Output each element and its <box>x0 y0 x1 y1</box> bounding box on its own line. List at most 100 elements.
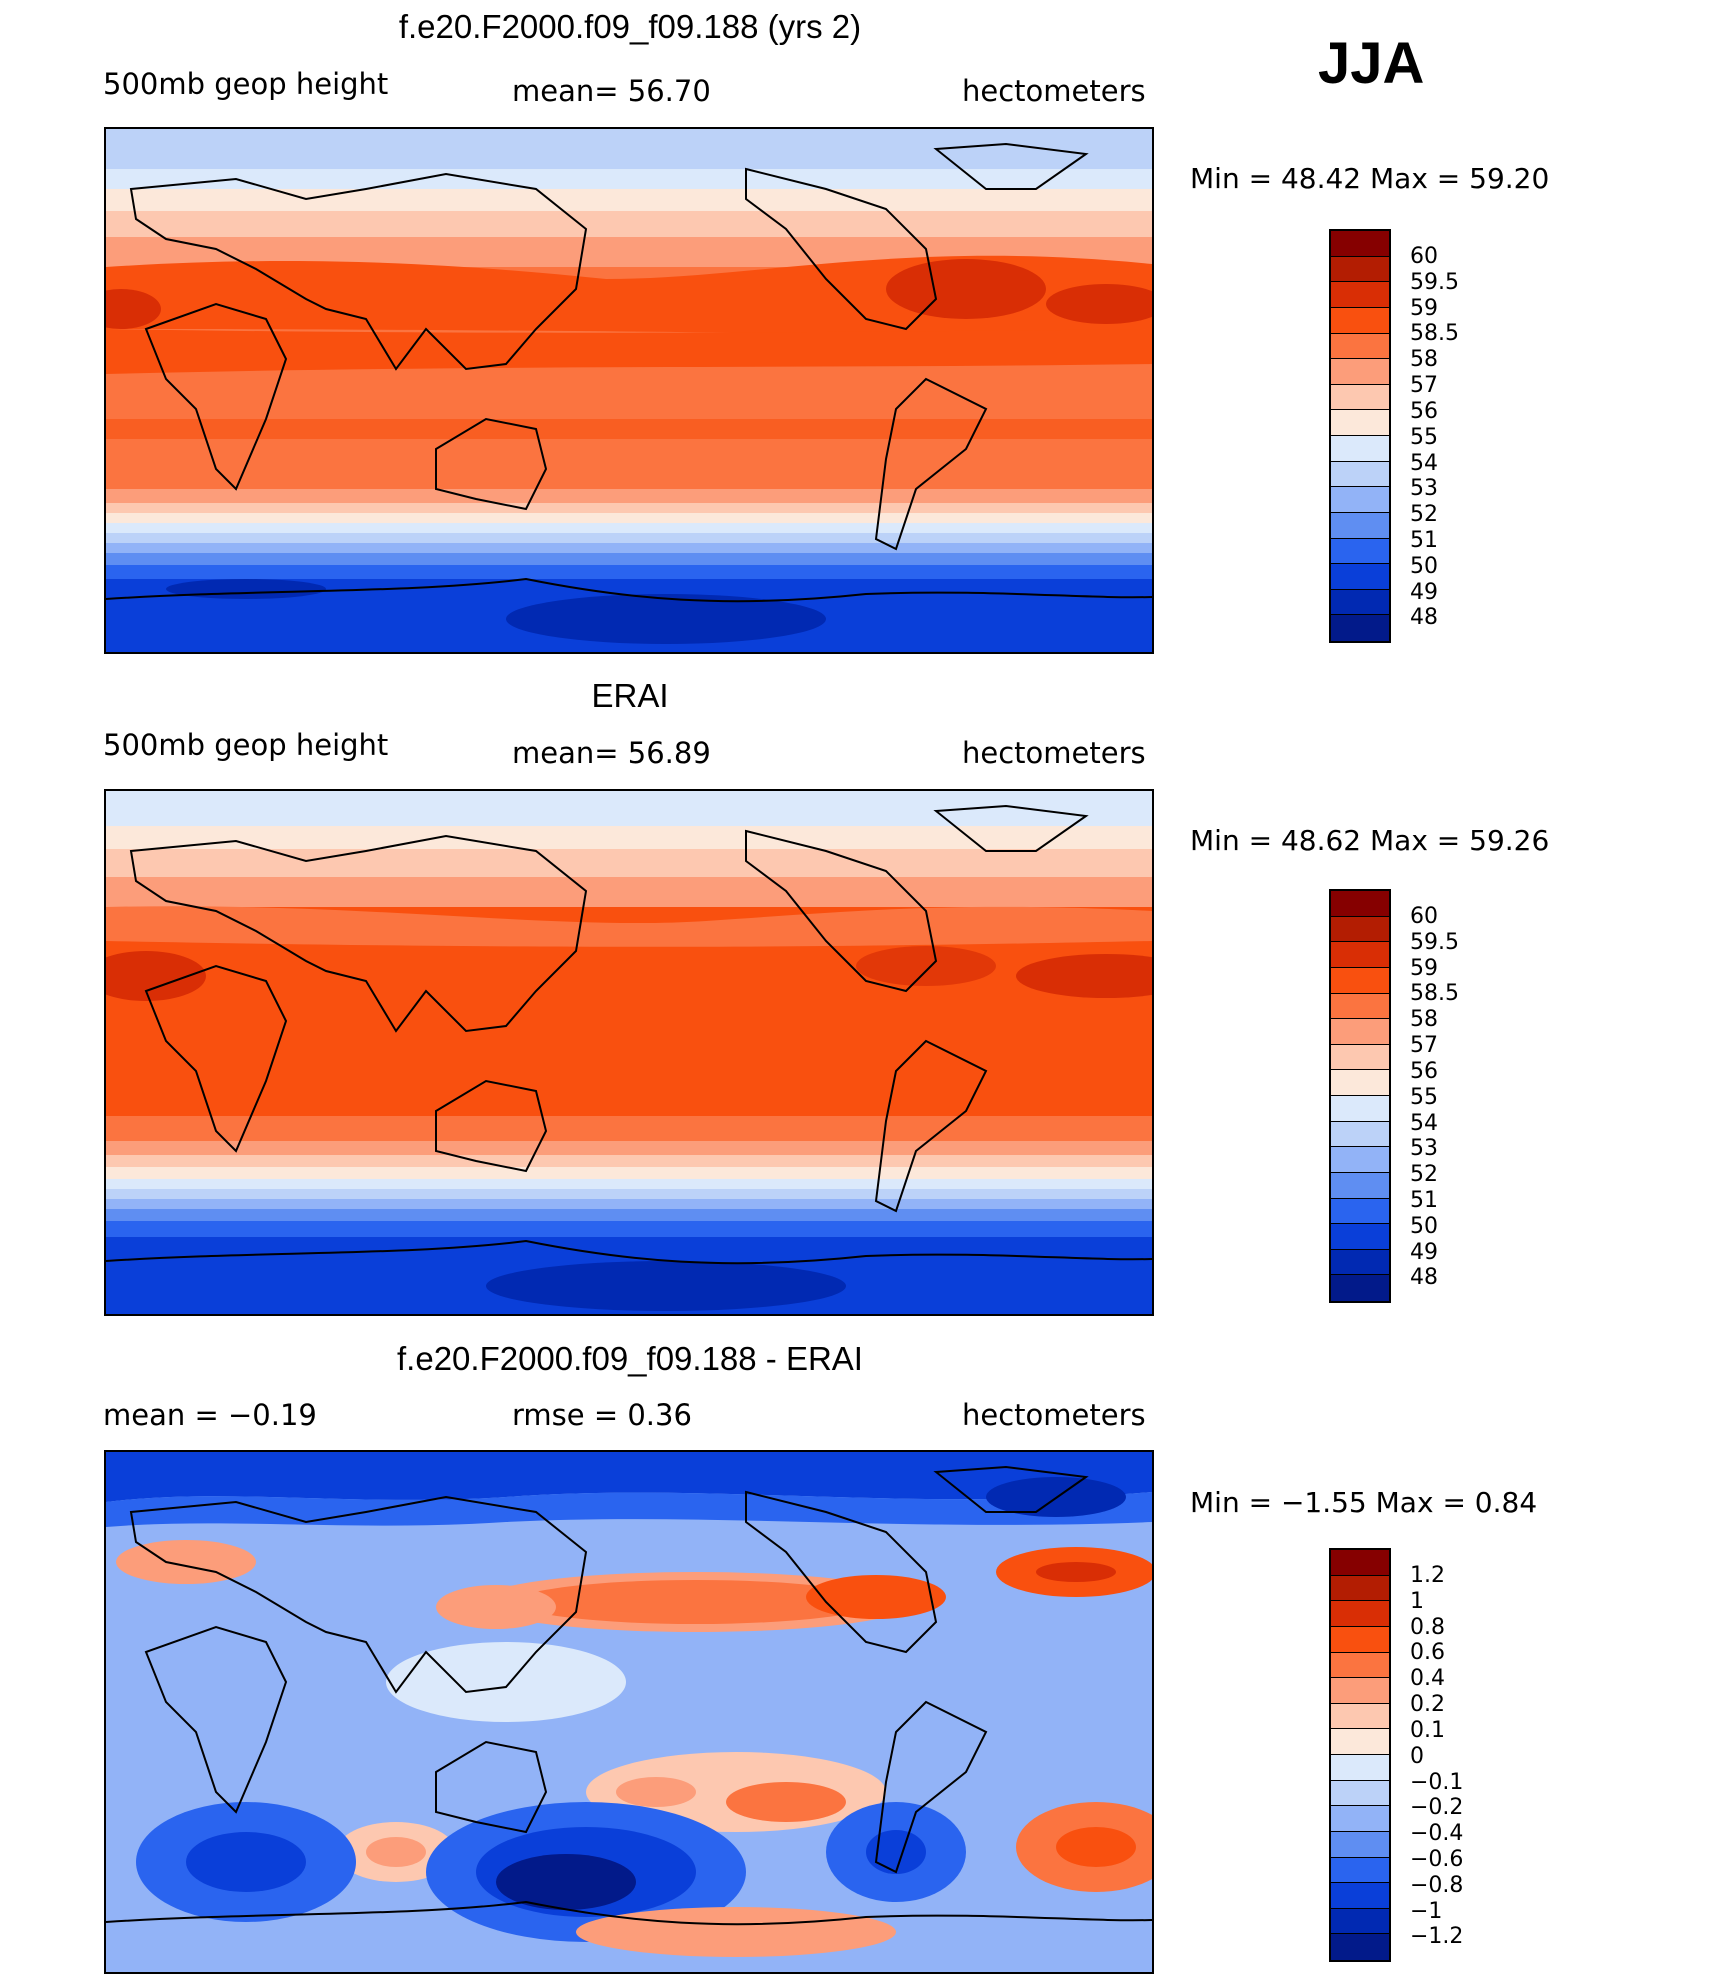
colorbar-swatch <box>1331 1780 1389 1807</box>
colorbar-swatch <box>1331 1934 1389 1960</box>
panel3-tick-14: −1.2 <box>1410 1924 1464 1949</box>
panel2-tick-13: 49 <box>1410 1240 1438 1265</box>
panel2-tick-8: 54 <box>1410 1111 1438 1136</box>
panel2-tick-7: 55 <box>1410 1085 1438 1110</box>
panel3-contour-field <box>106 1452 1152 1972</box>
panel2-mean-label: mean= 56.89 <box>512 736 711 770</box>
panel3-tick-12: −0.8 <box>1410 1873 1464 1898</box>
panel1-tick-11: 51 <box>1410 528 1438 553</box>
panel3-tick-8: −0.1 <box>1410 1770 1464 1795</box>
panel3-tick-7: 0 <box>1410 1744 1424 1769</box>
colorbar-swatch <box>1331 410 1389 436</box>
colorbar-swatch <box>1331 1857 1389 1884</box>
colorbar-swatch <box>1331 1908 1389 1935</box>
panel1-tick-0: 60 <box>1410 244 1438 269</box>
colorbar-swatch <box>1331 461 1389 488</box>
panel2-tick-6: 56 <box>1410 1059 1438 1084</box>
colorbar-swatch <box>1331 1550 1389 1576</box>
panel2-units-label: hectometers <box>962 736 1146 770</box>
season-label: JJA <box>1318 31 1425 96</box>
panel1-minmax: Min = 48.42 Max = 59.20 <box>1190 162 1550 195</box>
colorbar-swatch <box>1331 564 1389 590</box>
panel3-mean-label: mean = −0.19 <box>103 1398 317 1432</box>
panel1-colorbar <box>1329 229 1391 643</box>
panel3-rmse-label: rmse = 0.36 <box>512 1398 692 1432</box>
panel3-title: f.e20.F2000.f09_f09.188 - ERAI <box>397 1340 863 1377</box>
panel2-tick-2: 59 <box>1410 956 1438 981</box>
panel3-tick-11: −0.6 <box>1410 1847 1464 1872</box>
panel1-tick-1: 59.5 <box>1410 270 1459 295</box>
colorbar-swatch <box>1331 307 1389 334</box>
panel2-left-label: 500mb geop height <box>103 728 389 762</box>
panel3-map <box>104 1450 1154 1974</box>
panel3-tick-3: 0.6 <box>1410 1640 1445 1665</box>
panel3-tick-9: −0.2 <box>1410 1795 1464 1820</box>
colorbar-swatch <box>1331 615 1389 641</box>
panel1-tick-6: 56 <box>1410 399 1438 424</box>
colorbar-swatch <box>1331 1147 1389 1173</box>
panel1-tick-14: 48 <box>1410 605 1438 630</box>
colorbar-swatch <box>1331 1678 1389 1704</box>
panel2-map <box>104 789 1154 1316</box>
colorbar-swatch <box>1331 916 1389 943</box>
panel2-tick-0: 60 <box>1410 904 1438 929</box>
colorbar-swatch <box>1331 1275 1389 1301</box>
panel2-tick-11: 51 <box>1410 1188 1438 1213</box>
colorbar-swatch <box>1331 359 1389 385</box>
colorbar-swatch <box>1331 512 1389 539</box>
colorbar-swatch <box>1331 1729 1389 1755</box>
colorbar-swatch <box>1331 1806 1389 1832</box>
colorbar-swatch <box>1331 1249 1389 1276</box>
colorbar-swatch <box>1331 1626 1389 1653</box>
panel2-contour-field <box>106 791 1152 1314</box>
colorbar-swatch <box>1331 333 1389 360</box>
colorbar-swatch <box>1331 436 1389 462</box>
panel1-tick-7: 55 <box>1410 425 1438 450</box>
colorbar-swatch <box>1331 1044 1389 1071</box>
panel3-tick-0: 1.2 <box>1410 1563 1445 1588</box>
panel2-colorbar <box>1329 889 1391 1303</box>
colorbar-swatch <box>1331 1096 1389 1122</box>
colorbar-swatch <box>1331 1755 1389 1781</box>
colorbar-swatch <box>1331 384 1389 411</box>
panel1-map <box>104 127 1154 654</box>
colorbar-swatch <box>1331 282 1389 308</box>
panel2-tick-14: 48 <box>1410 1265 1438 1290</box>
colorbar-swatch <box>1331 1019 1389 1045</box>
panel1-tick-8: 54 <box>1410 451 1438 476</box>
panel2-tick-3: 58.5 <box>1410 981 1459 1006</box>
panel2-tick-1: 59.5 <box>1410 930 1459 955</box>
colorbar-swatch <box>1331 589 1389 616</box>
colorbar-swatch <box>1331 1575 1389 1602</box>
panel1-left-label: 500mb geop height <box>103 67 389 101</box>
panel3-colorbar <box>1329 1548 1391 1962</box>
panel3-units-label: hectometers <box>962 1398 1146 1432</box>
panel2-tick-12: 50 <box>1410 1214 1438 1239</box>
panel1-units-label: hectometers <box>962 74 1146 108</box>
panel1-title: f.e20.F2000.f09_f09.188 (yrs 2) <box>398 8 862 45</box>
colorbar-swatch <box>1331 1601 1389 1627</box>
panel2-tick-9: 53 <box>1410 1136 1438 1161</box>
colorbar-swatch <box>1331 1172 1389 1199</box>
panel1-tick-2: 59 <box>1410 296 1438 321</box>
panel3-tick-10: −0.4 <box>1410 1821 1464 1846</box>
panel2-tick-5: 57 <box>1410 1033 1438 1058</box>
colorbar-swatch <box>1331 1883 1389 1909</box>
colorbar-swatch <box>1331 1070 1389 1096</box>
colorbar-swatch <box>1331 942 1389 968</box>
panel2-title: ERAI <box>591 677 669 714</box>
panel2-tick-10: 52 <box>1410 1162 1438 1187</box>
panel3-tick-6: 0.1 <box>1410 1718 1445 1743</box>
panel1-tick-10: 52 <box>1410 502 1438 527</box>
panel3-tick-2: 0.8 <box>1410 1615 1445 1640</box>
panel1-tick-4: 58 <box>1410 347 1438 372</box>
colorbar-swatch <box>1331 256 1389 283</box>
colorbar-swatch <box>1331 487 1389 513</box>
panel1-tick-9: 53 <box>1410 476 1438 501</box>
panel1-tick-3: 58.5 <box>1410 321 1459 346</box>
colorbar-swatch <box>1331 538 1389 565</box>
colorbar-swatch <box>1331 993 1389 1020</box>
panel3-tick-1: 1 <box>1410 1589 1424 1614</box>
panel1-tick-12: 50 <box>1410 554 1438 579</box>
panel1-mean-label: mean= 56.70 <box>512 74 711 108</box>
